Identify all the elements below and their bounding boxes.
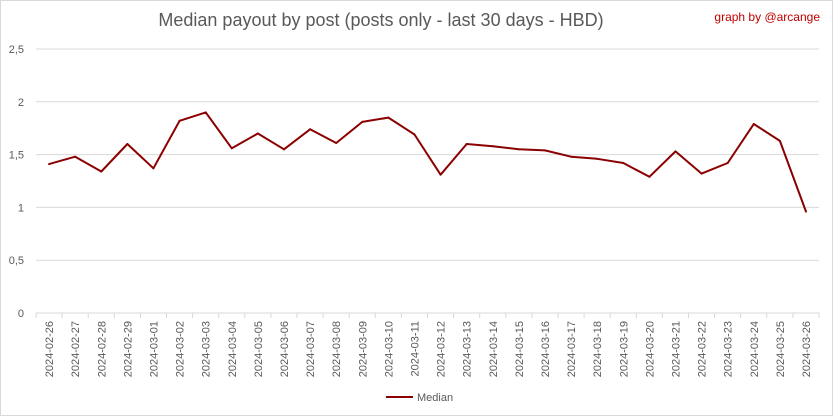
data-point [465, 143, 468, 146]
y-tick-label: 2 [18, 97, 24, 109]
y-tick-label: 0,5 [9, 255, 24, 267]
x-tick-label: 2024-02-26 [44, 321, 56, 377]
x-axis-ticks: 2024-02-26 2024-02-27 2024-02-28 2024-02-29… [35, 313, 820, 377]
x-tick-label: 2024-03-08 [331, 321, 343, 377]
data-point [674, 150, 677, 153]
x-tick-label: 2024-02-29 [122, 321, 134, 377]
data-point [700, 172, 703, 175]
x-tick-label: 2024-03-23 [723, 321, 735, 377]
chart-title: Median payout by post (posts only - last… [158, 10, 604, 30]
x-tick-label: 2024-03-17 [566, 321, 578, 377]
y-axis-ticks: 0 0,5 1 1,5 2 2,5 [9, 44, 24, 320]
x-tick-label: 2024-03-24 [749, 321, 761, 377]
data-point [74, 155, 77, 158]
legend-label: Median [417, 392, 453, 404]
data-point [778, 139, 781, 142]
x-tick-label: 2024-03-26 [801, 321, 813, 377]
x-tick-label: 2024-02-27 [70, 321, 82, 377]
data-point [152, 167, 155, 170]
x-tick-label: 2024-03-18 [592, 321, 604, 377]
data-point [256, 132, 259, 135]
data-point [282, 148, 285, 151]
x-tick-label: 2024-03-14 [488, 321, 500, 377]
legend: Median [386, 392, 453, 404]
x-tick-label: 2024-02-28 [96, 321, 108, 377]
x-tick-label: 2024-03-07 [305, 321, 317, 377]
series-layer [48, 111, 807, 213]
data-point [309, 128, 312, 131]
series-line-median [48, 111, 807, 212]
data-point [570, 155, 573, 158]
data-point [752, 122, 755, 125]
y-tick-label: 1,5 [9, 150, 24, 162]
data-point [491, 145, 494, 148]
x-tick-label: 2024-03-12 [436, 321, 448, 377]
data-point [648, 175, 651, 178]
data-point [622, 162, 625, 165]
y-tick-label: 2,5 [9, 44, 24, 56]
data-point [543, 149, 546, 152]
data-point [204, 111, 207, 114]
x-tick-label: 2024-03-04 [227, 321, 239, 377]
x-tick-label: 2024-03-11 [409, 321, 421, 376]
data-point [230, 147, 233, 150]
credit-label: graph by @arcange [714, 10, 820, 24]
x-tick-label: 2024-03-03 [201, 321, 213, 377]
x-tick-label: 2024-03-09 [357, 321, 369, 377]
x-tick-label: 2024-03-02 [175, 321, 187, 377]
x-tick-label: 2024-03-06 [279, 321, 291, 377]
data-point [517, 148, 520, 151]
x-tick-label: 2024-03-19 [618, 321, 630, 377]
data-point [439, 173, 442, 176]
x-tick-label: 2024-03-05 [253, 321, 265, 377]
data-point [804, 210, 807, 213]
x-tick-label: 2024-03-20 [644, 321, 656, 377]
x-tick-label: 2024-03-21 [670, 321, 682, 377]
data-point [178, 119, 181, 122]
data-point [361, 120, 364, 123]
data-point [726, 162, 729, 165]
data-point [126, 143, 129, 146]
x-tick-label: 2024-03-16 [540, 321, 552, 377]
x-tick-label: 2024-03-25 [775, 321, 787, 377]
gridlines [36, 48, 819, 314]
y-tick-label: 1 [18, 202, 24, 214]
data-point [100, 170, 103, 173]
data-point [596, 157, 599, 160]
x-tick-label: 2024-03-15 [514, 321, 526, 377]
x-tick-label: 2024-03-10 [383, 321, 395, 377]
data-point [335, 141, 338, 144]
x-tick-label: 2024-03-22 [697, 321, 709, 377]
data-point [413, 133, 416, 136]
data-point [387, 116, 390, 119]
data-point [48, 163, 51, 166]
x-tick-label: 2024-03-01 [148, 321, 160, 377]
y-tick-label: 0 [18, 308, 24, 320]
x-tick-label: 2024-03-13 [462, 321, 474, 377]
